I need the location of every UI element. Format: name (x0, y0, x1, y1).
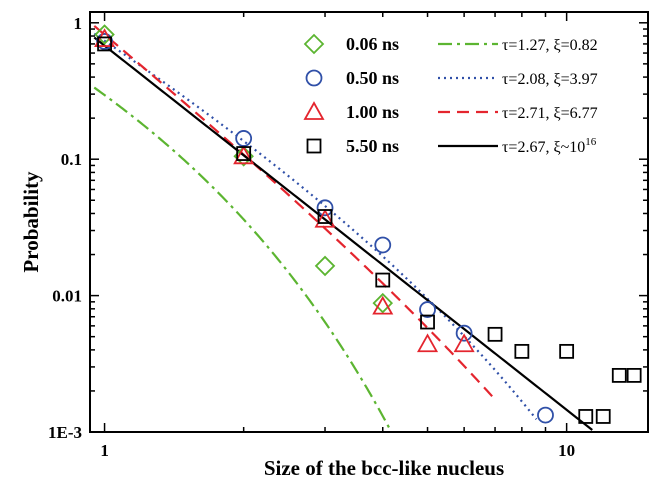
plot-frame (89, 11, 649, 433)
x-tick-label: 10 (558, 441, 575, 460)
marker-square (375, 272, 391, 288)
marker-diamond (372, 292, 394, 314)
legend-marker-diamond (303, 33, 325, 55)
marker-triangle (453, 333, 475, 353)
data-markers (94, 24, 642, 424)
legend-fit-label: τ=2.67, ξ~1016 (502, 136, 597, 156)
y-tick-label: 1E-3 (48, 423, 82, 442)
marker-circle (96, 33, 113, 50)
marker-circle (316, 199, 334, 217)
x-tick-label: 1 (100, 441, 109, 460)
legend-fit-label: τ=1.27, ξ=0.82 (502, 37, 598, 54)
marker-circle (537, 406, 554, 424)
marker-square (559, 343, 575, 359)
legend-series-label: 5.50 ns (346, 136, 399, 156)
marker-square (595, 409, 611, 424)
marker-square (514, 343, 530, 359)
marker-triangle (372, 295, 394, 315)
axes: 1 10 1 0.1 0.01 1E-3 (48, 12, 648, 460)
marker-square (317, 209, 333, 224)
legend-series-label: 0.06 ns (346, 34, 399, 54)
legend: 0.06 ns τ=1.27, ξ=0.82 0.50 ns τ=2.08, ξ=3.… (303, 33, 598, 156)
legend-series-label: 0.50 ns (346, 68, 399, 88)
marker-square (578, 409, 594, 424)
legend-marker-square (306, 138, 322, 154)
legend-marker-triangle (303, 101, 325, 120)
marker-circle (235, 130, 253, 147)
marker-triangle (416, 333, 439, 353)
y-tick-label: 1 (74, 14, 83, 33)
legend-fit-label: τ=2.08, ξ=3.97 (502, 71, 598, 88)
y-axis-title: Probability (19, 171, 43, 273)
y-tick-label: 0.01 (52, 287, 82, 306)
marker-square (97, 36, 112, 52)
fit-lines (93, 25, 593, 432)
marker-triangle (314, 208, 336, 228)
marker-diamond (314, 255, 336, 277)
marker-square (236, 146, 252, 161)
marker-circle (419, 301, 436, 318)
marker-diamond (94, 24, 115, 45)
legend-series-label: 1.00 ns (346, 102, 399, 122)
marker-square (611, 367, 627, 383)
marker-square (626, 367, 642, 383)
fit-line-3 (93, 25, 496, 401)
legend-fit-label: τ=2.71, ξ=6.77 (502, 105, 598, 122)
fit-line-4 (93, 36, 593, 431)
marker-square (420, 314, 435, 330)
fit-line-1 (93, 86, 392, 432)
legend-marker-circle (305, 69, 323, 87)
x-axis-title: Size of the bcc-like nucleus (264, 456, 504, 480)
marker-circle (374, 236, 392, 254)
marker-circle (455, 324, 473, 342)
marker-square (487, 326, 503, 342)
legend-fit-exponent: 16 (585, 136, 597, 148)
marker-triangle (233, 145, 255, 165)
y-tick-label: 0.1 (61, 150, 82, 169)
